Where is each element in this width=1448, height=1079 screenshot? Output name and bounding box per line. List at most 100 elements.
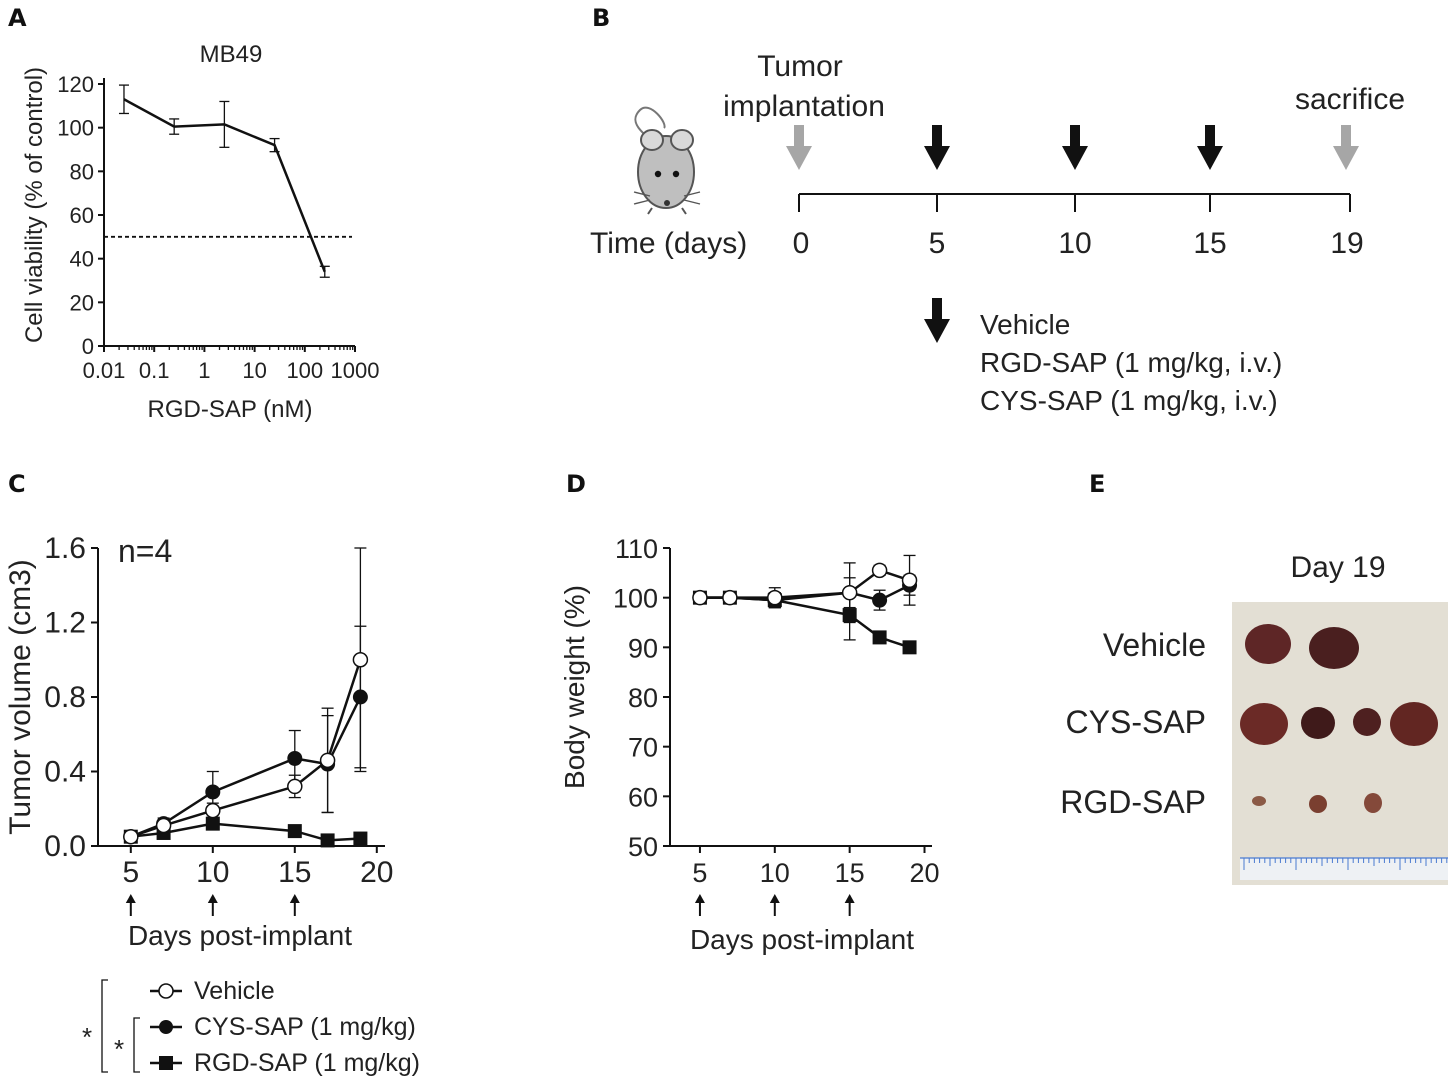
legend-marker-filled-square bbox=[159, 1056, 173, 1070]
chart-d-x-label: Days post-implant bbox=[690, 924, 914, 955]
panel-label-c: C bbox=[8, 470, 26, 498]
tumor-image bbox=[1245, 624, 1291, 664]
x-tick-label: 20 bbox=[909, 858, 939, 888]
x-tick-label: 10 bbox=[760, 858, 790, 888]
chart-c-annotation: n=4 bbox=[118, 533, 172, 569]
panel-label-a: A bbox=[8, 4, 27, 32]
point-open-circle bbox=[767, 589, 783, 606]
y-tick-label: 1.2 bbox=[44, 607, 86, 640]
point-open-circle bbox=[722, 589, 738, 606]
treatment-arrow-icon bbox=[924, 298, 950, 343]
treatment-item: RGD-SAP (1 mg/kg, i.v.) bbox=[980, 347, 1282, 378]
timeline-day: 15 bbox=[1193, 227, 1226, 260]
photo-row-label: RGD-SAP bbox=[1060, 784, 1206, 820]
y-tick-label: 50 bbox=[628, 832, 658, 862]
y-tick-label: 80 bbox=[70, 159, 94, 184]
chart-c: n=4 Tumor volume (cm3) Days post-implant… bbox=[4, 532, 393, 951]
tumor-image bbox=[1252, 796, 1266, 806]
y-tick-label: 0.0 bbox=[44, 830, 86, 863]
timeline-day: 0 bbox=[793, 227, 810, 260]
point-open-circle bbox=[155, 817, 172, 834]
point-filled-square bbox=[842, 608, 857, 623]
chart-c-y-label: Tumor volume (cm3) bbox=[4, 559, 37, 835]
x-tick-label: 0.01 bbox=[83, 358, 126, 383]
dose-arrowhead-icon bbox=[694, 894, 705, 903]
x-tick-label: 10 bbox=[196, 856, 229, 889]
point-filled-circle bbox=[287, 750, 303, 766]
point-filled-square bbox=[902, 640, 917, 655]
y-tick-label: 110 bbox=[615, 534, 658, 564]
significance-bracket bbox=[101, 979, 108, 1073]
dose-arrowhead-icon bbox=[207, 894, 218, 903]
x-tick-label: 5 bbox=[122, 856, 139, 889]
dose-arrowhead-icon bbox=[844, 894, 855, 903]
point-open-circle bbox=[287, 778, 303, 795]
significance-star: * bbox=[82, 1022, 92, 1052]
ruler-icon bbox=[1240, 857, 1448, 880]
significance-star: * bbox=[114, 1034, 124, 1064]
point-filled-square bbox=[287, 824, 302, 839]
sacrifice-label: sacrifice bbox=[1295, 83, 1405, 116]
legend: * * Vehicle CYS-SAP (1 mg/kg) RGD-SAP (1… bbox=[82, 977, 420, 1077]
y-tick-label: 1.6 bbox=[44, 532, 86, 565]
y-tick-label: 70 bbox=[628, 733, 658, 763]
chart-d: Body weight (%) Days post-implant 50 60 70… bbox=[559, 534, 940, 955]
chart-a-y-label: Cell viability (% of control) bbox=[21, 67, 48, 343]
chart-a: MB49 Cell viability (% of control) RGD-S… bbox=[21, 41, 379, 423]
dose-arrowhead-icon bbox=[289, 894, 300, 903]
point-open-circle bbox=[352, 652, 369, 668]
x-tick-label: 0.1 bbox=[139, 358, 170, 383]
point-filled-square bbox=[205, 816, 220, 831]
point-open-circle bbox=[841, 584, 858, 601]
point-open-circle bbox=[205, 802, 221, 819]
y-tick-label: 0.8 bbox=[44, 681, 86, 714]
tumor-photo-panel: Day 19 Vehicle CYS-SAP RGD-SAP bbox=[1060, 551, 1448, 885]
implantation-label-line2: implantation bbox=[723, 90, 885, 123]
y-tick-label: 40 bbox=[70, 247, 94, 272]
tumor-image bbox=[1309, 627, 1359, 669]
timeline-day: 10 bbox=[1058, 227, 1091, 260]
point-filled-square bbox=[353, 831, 368, 846]
timeline-day: 19 bbox=[1330, 227, 1363, 260]
y-tick-label: 20 bbox=[70, 290, 94, 315]
point-filled-circle bbox=[352, 689, 368, 705]
x-tick-label: 10 bbox=[242, 358, 266, 383]
photo-title: Day 19 bbox=[1290, 551, 1385, 584]
point-filled-square bbox=[320, 833, 335, 848]
series-line-0 bbox=[130, 659, 362, 838]
legend-marker-open-circle bbox=[158, 983, 174, 999]
panel-label-d: D bbox=[566, 470, 586, 498]
y-tick-label: 80 bbox=[628, 683, 658, 713]
timeline-schematic: Tumor implantation sacrifice Time (days)… bbox=[590, 50, 1405, 416]
y-tick-label: 90 bbox=[628, 633, 658, 663]
point-filled-square bbox=[872, 630, 887, 645]
dose-arrowhead-icon bbox=[125, 894, 136, 903]
x-tick-label: 20 bbox=[360, 856, 393, 889]
x-tick-label: 15 bbox=[835, 858, 865, 888]
photo-row-label: CYS-SAP bbox=[1066, 704, 1206, 740]
mouse-icon bbox=[633, 106, 701, 215]
timeline-axis-label: Time (days) bbox=[590, 227, 747, 260]
treatment-item: CYS-SAP (1 mg/kg, i.v.) bbox=[980, 385, 1278, 416]
chart-a-x-label: RGD-SAP (nM) bbox=[148, 396, 313, 423]
tumor-image bbox=[1240, 703, 1288, 745]
point-open-circle bbox=[123, 828, 139, 845]
tumor-image bbox=[1364, 793, 1382, 813]
dose-arrow-icon bbox=[924, 125, 950, 170]
y-tick-label: 100 bbox=[57, 116, 94, 141]
dose-arrowhead-icon bbox=[769, 894, 780, 903]
implantation-label-line1: Tumor bbox=[757, 50, 843, 83]
y-tick-label: 60 bbox=[70, 203, 94, 228]
chart-c-x-label: Days post-implant bbox=[128, 920, 352, 951]
point-filled-circle bbox=[205, 784, 221, 800]
point-filled-circle bbox=[872, 592, 888, 608]
tumor-image bbox=[1309, 795, 1327, 813]
panel-label-b: B bbox=[592, 4, 610, 32]
sacrifice-arrow-icon bbox=[1333, 125, 1359, 170]
legend-label-vehicle: Vehicle bbox=[194, 977, 275, 1005]
y-tick-label: 100 bbox=[613, 584, 658, 614]
tumor-image bbox=[1390, 702, 1438, 746]
x-tick-label: 5 bbox=[692, 858, 707, 888]
significance-bracket bbox=[133, 1017, 140, 1073]
point-open-circle bbox=[901, 572, 918, 589]
